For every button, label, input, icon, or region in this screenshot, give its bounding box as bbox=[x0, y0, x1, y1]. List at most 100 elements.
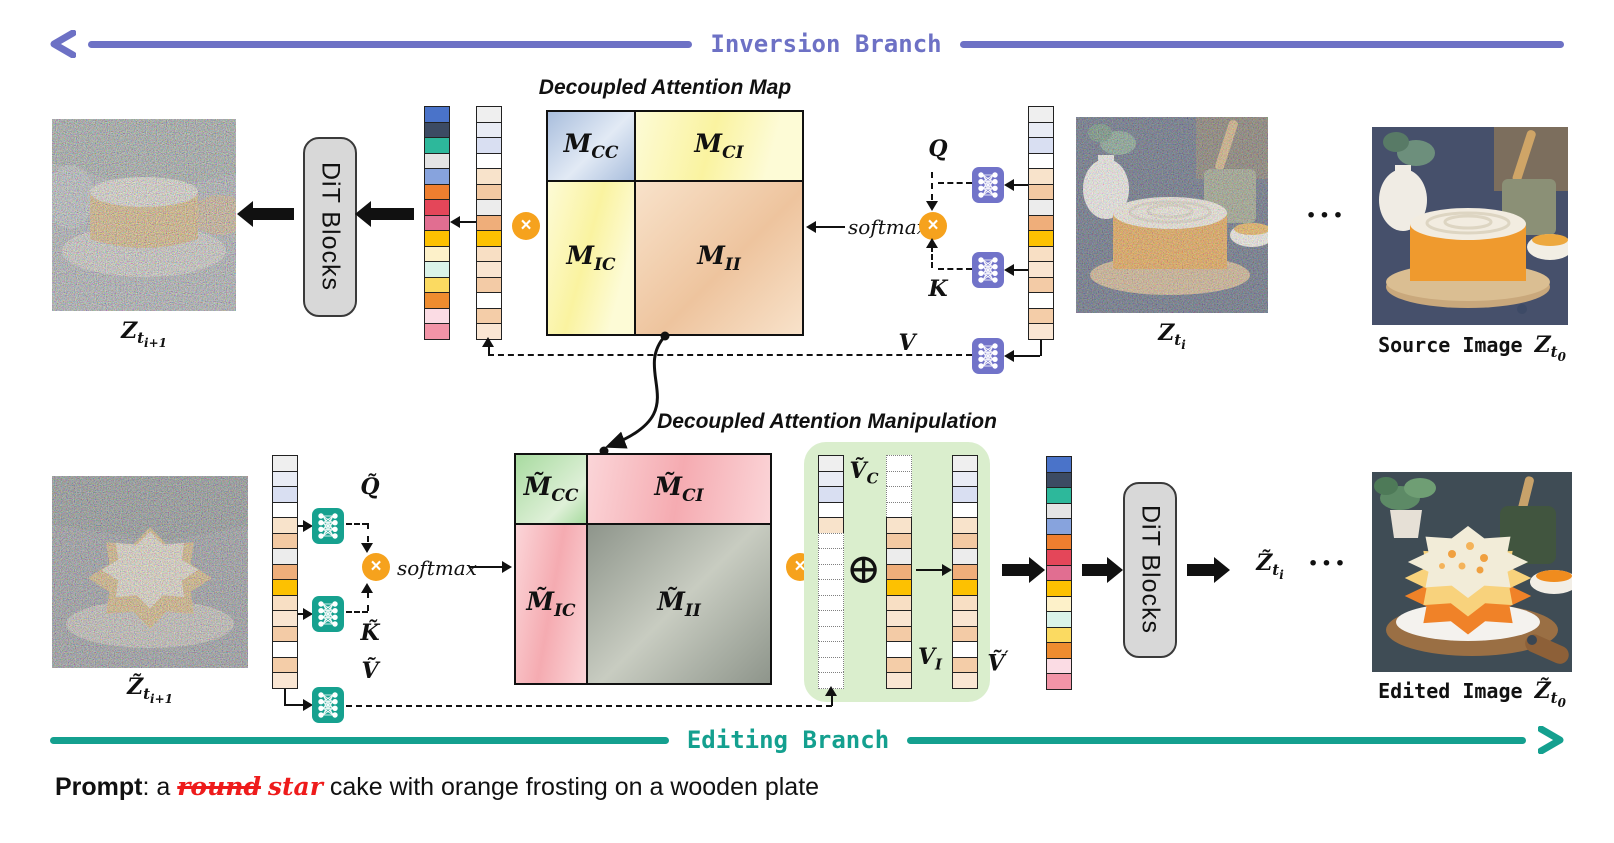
vector-cell bbox=[1028, 121, 1054, 139]
prompt-segment: Prompt bbox=[55, 773, 143, 801]
vector-cell bbox=[272, 672, 298, 689]
vector-cell bbox=[952, 501, 978, 519]
vector-cell bbox=[476, 214, 502, 232]
vector-cell bbox=[1046, 533, 1072, 551]
caption-z-t-i+1: Zti+1 bbox=[121, 318, 167, 351]
vector-cell bbox=[818, 610, 844, 627]
attention-map-title: Decoupled Attention Map bbox=[538, 76, 792, 99]
ellipsis: ··· bbox=[1307, 546, 1349, 581]
arrow-to-output-vector bbox=[1002, 556, 1045, 583]
vector-cell bbox=[476, 245, 502, 263]
arrow-head-left-icon bbox=[50, 30, 76, 58]
vector-cell bbox=[818, 486, 844, 503]
connector-line bbox=[1039, 340, 1043, 356]
vector-cell bbox=[1028, 276, 1054, 294]
source-image bbox=[1372, 127, 1568, 325]
vector-cell bbox=[424, 276, 450, 294]
vector-cell bbox=[952, 532, 978, 550]
vector-cell bbox=[886, 486, 912, 503]
arrow-head bbox=[806, 221, 816, 233]
vector-cell bbox=[886, 548, 912, 565]
dashed-connector bbox=[931, 172, 933, 200]
caption-z-t-i: Zti bbox=[1158, 320, 1186, 353]
curved-copy-arrow bbox=[599, 331, 670, 456]
vector-cell bbox=[952, 641, 978, 658]
vector-cell bbox=[476, 137, 502, 154]
vector-cell bbox=[1028, 292, 1054, 309]
vector-cell bbox=[1028, 323, 1054, 340]
editing-branch-arrow: Editing Branch bbox=[50, 726, 1564, 754]
vector-cell bbox=[886, 532, 912, 550]
vector-cell bbox=[1046, 564, 1072, 582]
vector-cell bbox=[476, 168, 502, 185]
vector-cell bbox=[1028, 307, 1054, 325]
vector-cell bbox=[424, 214, 450, 232]
vector-cell bbox=[476, 199, 502, 216]
feature-vector-vi bbox=[886, 455, 912, 689]
arrow-head bbox=[361, 543, 373, 553]
arrow-head bbox=[925, 238, 938, 248]
vector-cell bbox=[272, 548, 298, 565]
vector-cell bbox=[1028, 214, 1054, 232]
dashed-connector bbox=[938, 268, 972, 270]
manipulated-attention-matrix: M̃CC M̃CI M̃IC M̃II bbox=[514, 453, 772, 685]
vector-cell bbox=[424, 168, 450, 185]
vector-cell bbox=[272, 501, 298, 519]
vector-cell bbox=[272, 594, 298, 612]
arrow-line bbox=[459, 220, 477, 224]
feature-vector-light-source bbox=[1028, 106, 1054, 340]
feature-vector-vprime bbox=[952, 455, 978, 689]
vector-cell bbox=[424, 106, 450, 123]
arrow-head bbox=[482, 337, 494, 347]
dit-blocks-inversion: DiT Blocks bbox=[303, 137, 357, 317]
arrow-head bbox=[1004, 264, 1014, 276]
vector-cell bbox=[818, 641, 844, 658]
vector-cell bbox=[272, 656, 298, 674]
arrow-head bbox=[303, 520, 313, 532]
vector-cell bbox=[424, 323, 450, 340]
vprime-label: Ṽ′ bbox=[987, 648, 1009, 677]
vector-cell bbox=[818, 594, 844, 612]
vector-cell bbox=[1046, 642, 1072, 659]
vector-cell bbox=[1046, 595, 1072, 613]
dashed-connector bbox=[830, 694, 833, 706]
vector-cell bbox=[1028, 106, 1054, 123]
vector-cell bbox=[886, 672, 912, 689]
v-tilde-label: Ṽ bbox=[361, 658, 379, 684]
vi-label: VI bbox=[917, 644, 943, 674]
vector-cell bbox=[272, 563, 298, 581]
vector-cell bbox=[818, 517, 844, 534]
vector-cell bbox=[272, 470, 298, 488]
vector-cell bbox=[476, 292, 502, 309]
matrix-cell-mic-tilde: M̃IC bbox=[516, 525, 588, 683]
prompt-segment: cake with orange frosting on a wooden pl… bbox=[322, 773, 820, 801]
vector-cell bbox=[424, 307, 450, 325]
decoupled-attention-map-matrix: MCC MCI MIC MII bbox=[546, 110, 804, 336]
vector-cell bbox=[886, 501, 912, 519]
vector-cell bbox=[424, 261, 450, 278]
vector-cell bbox=[818, 501, 844, 519]
k-label: K bbox=[928, 276, 948, 302]
vector-cell bbox=[818, 625, 844, 643]
vector-cell bbox=[952, 625, 978, 643]
vector-cell bbox=[476, 276, 502, 294]
vector-cell bbox=[476, 230, 502, 247]
neural-network-icon-k-tilde bbox=[312, 596, 344, 632]
matrix-cell-mcc: MCC bbox=[548, 112, 636, 182]
vector-cell bbox=[818, 470, 844, 488]
arrow-head-right-icon bbox=[1538, 726, 1564, 754]
dashed-connector bbox=[938, 182, 972, 184]
arrow-head bbox=[825, 686, 837, 696]
vector-cell bbox=[1046, 549, 1072, 566]
dashed-connector bbox=[931, 246, 933, 268]
vector-cell bbox=[272, 455, 298, 472]
vector-cell bbox=[818, 563, 844, 581]
prompt-segment: round bbox=[177, 772, 261, 801]
vector-cell bbox=[1046, 471, 1072, 489]
inversion-line-left bbox=[88, 40, 693, 48]
prompt-segment bbox=[261, 773, 268, 801]
oplus-icon: ⊕ bbox=[846, 544, 882, 593]
arrow-line bbox=[916, 568, 942, 572]
vector-cell bbox=[272, 610, 298, 627]
